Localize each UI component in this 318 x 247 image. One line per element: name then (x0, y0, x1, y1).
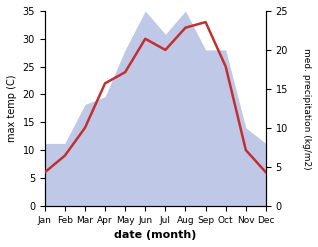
Y-axis label: med. precipitation (kg/m2): med. precipitation (kg/m2) (302, 48, 311, 169)
X-axis label: date (month): date (month) (114, 230, 197, 240)
Y-axis label: max temp (C): max temp (C) (7, 75, 17, 142)
